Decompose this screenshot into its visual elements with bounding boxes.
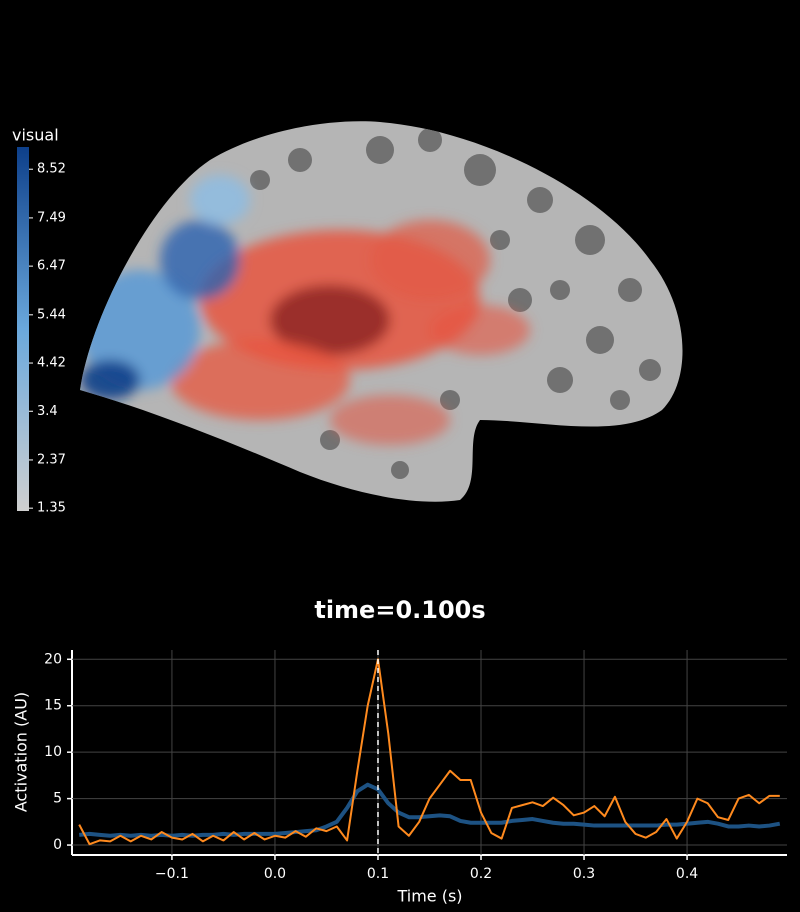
chart-title: time=0.100s [314,596,485,624]
y-axis-label: Activation (AU) [12,692,31,812]
colorbar-tick-label: 4.42 [37,356,66,371]
x-tick-label: 0.1 [367,866,389,882]
x-tick-label: 0.4 [676,866,698,882]
colorbar-tick-label: 8.52 [37,162,66,177]
series-line [78,658,780,846]
colorbar [17,147,29,511]
colorbar-tick-label: 7.49 [37,210,66,225]
y-tick-label: 10 [44,744,62,760]
colorbar-tick-label: 5.44 [37,307,66,322]
x-tick-label: −0.1 [155,866,189,882]
y-tick-label: 15 [44,698,62,714]
x-axis-label: Time (s) [396,887,462,906]
x-tick-label: 0.2 [470,866,492,882]
colorbar-label: visual [12,126,59,145]
brain-surface [80,121,683,502]
colorbar-tick-label: 1.35 [37,501,66,516]
x-tick-label: 0.0 [264,866,286,882]
colorbar-tick-label: 6.47 [37,259,66,274]
y-tick-label: 20 [44,651,62,667]
series-line [79,782,781,838]
x-tick-label: 0.3 [573,866,595,882]
y-tick-label: 5 [53,791,62,807]
y-tick-label: 0 [53,837,62,853]
colorbar-tick-label: 2.37 [37,452,66,467]
colorbar-tick-label: 3.4 [37,404,58,419]
